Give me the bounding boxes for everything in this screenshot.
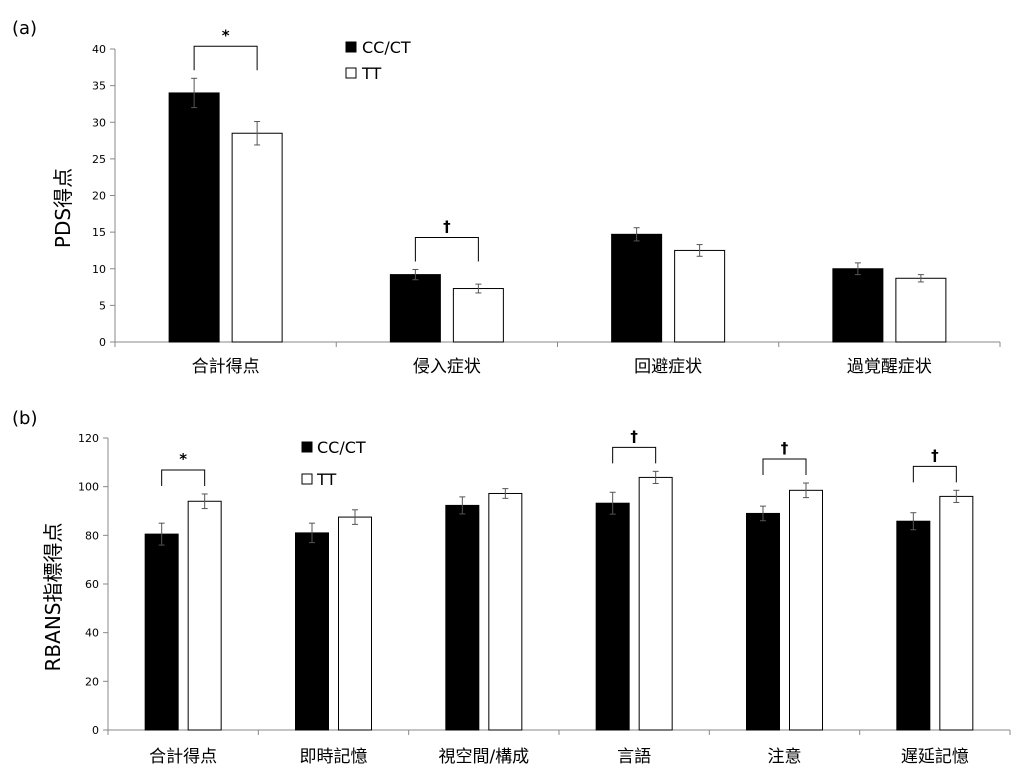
bar-tt [939, 495, 974, 731]
bar-cc-ct [389, 274, 441, 343]
bar-tt [231, 132, 283, 343]
panel-b-legend: CC/CT TT [301, 438, 366, 489]
bar-tt [187, 500, 222, 731]
x-category-label: 遅延記憶 [901, 747, 969, 767]
significance-marker: * [179, 450, 187, 468]
y-tick-label: 100 [78, 481, 99, 494]
bar-cc-ct [295, 532, 329, 731]
y-tick-label: 5 [99, 299, 106, 312]
bar-cc-ct [144, 533, 179, 731]
significance-marker: † [630, 427, 638, 445]
y-tick-label: 20 [92, 190, 106, 203]
x-category-label: 即時記憶 [300, 747, 368, 767]
panel-a-ylabel: PDS得点 [51, 168, 75, 248]
panel-a-legend: CC/CT TT [345, 38, 411, 83]
x-category-label: 合計得点 [192, 357, 260, 377]
bar-cc-ct [896, 520, 931, 731]
y-tick-label: 35 [92, 80, 106, 93]
bar-tt [338, 516, 372, 731]
legend-label-cc-ct: CC/CT [362, 38, 411, 57]
significance-marker: † [443, 217, 451, 235]
x-category-label: 視空間/構成 [438, 747, 529, 767]
bar-tt [674, 249, 726, 343]
y-tick-label: 20 [85, 675, 99, 688]
panel-b: (b) RBANS指標得点 0 20 40 60 80 100 120 合計得点 * 即時記憶 視空… [12, 408, 1011, 767]
legend-swatch-cc-ct [345, 41, 357, 53]
bar-cc-ct [445, 504, 480, 731]
significance-bracket [612, 446, 657, 464]
panel-b-label: (b) [12, 408, 37, 429]
x-category-label: 侵入症状 [413, 357, 481, 377]
bar-cc-ct [595, 502, 630, 731]
panel-a: (a) PDS得点 0 5 10 15 20 25 30 35 40 合計得点 * 侵入症状 † 回避症状… [12, 18, 1001, 377]
y-tick-label: 30 [92, 116, 106, 129]
significance-marker: * [222, 26, 230, 44]
legend-swatch-tt [345, 67, 357, 79]
y-tick-label: 80 [85, 529, 99, 542]
legend-swatch-tt [301, 473, 313, 485]
legend-swatch-cc-ct [301, 441, 313, 453]
bar-cc-ct [832, 268, 884, 343]
x-category-label: 合計得点 [149, 747, 217, 767]
legend-label-tt: TT [361, 64, 381, 83]
y-tick-label: 10 [92, 263, 106, 276]
y-tick-label: 15 [92, 226, 106, 239]
y-tick-label: 40 [85, 627, 99, 640]
legend-label-tt: TT [316, 470, 336, 489]
significance-bracket [161, 469, 206, 486]
y-tick-label: 40 [92, 43, 106, 56]
bar-tt [488, 492, 523, 731]
bar-cc-ct [168, 92, 220, 343]
panel-a-label: (a) [12, 18, 37, 39]
bar-tt [638, 476, 673, 731]
significance-bracket [193, 45, 258, 71]
x-category-label: 回避症状 [634, 357, 702, 377]
y-tick-label: 60 [85, 578, 99, 591]
significance-bracket [762, 458, 807, 476]
significance-marker: † [781, 439, 789, 457]
panel-b-plot-area: 0 20 40 60 80 100 120 合計得点 * 即時記憶 視空間/構成 言語 † 注意 † 遅延記憶… [78, 427, 1011, 767]
x-category-label: 過覚醒症状 [847, 357, 932, 377]
panel-a-plot-area: 0 5 10 15 20 25 30 35 40 合計得点 * 侵入症状 † 回避症状 過覚醒症状 [92, 26, 1001, 377]
significance-marker: † [931, 446, 939, 464]
y-tick-label: 120 [78, 432, 99, 445]
y-tick-label: 0 [99, 336, 106, 349]
bar-tt [895, 277, 947, 343]
bar-tt [452, 288, 504, 343]
y-tick-label: 0 [92, 724, 99, 737]
panel-b-ylabel: RBANS指標得点 [41, 523, 65, 672]
legend-label-cc-ct: CC/CT [317, 438, 366, 457]
bar-cc-ct [611, 233, 663, 343]
x-category-label: 言語 [617, 747, 651, 767]
significance-bracket [912, 465, 957, 483]
significance-bracket [414, 236, 479, 262]
y-tick-label: 25 [92, 153, 106, 166]
x-category-label: 注意 [768, 747, 802, 767]
bar-tt [789, 489, 823, 731]
bar-cc-ct [746, 512, 780, 731]
